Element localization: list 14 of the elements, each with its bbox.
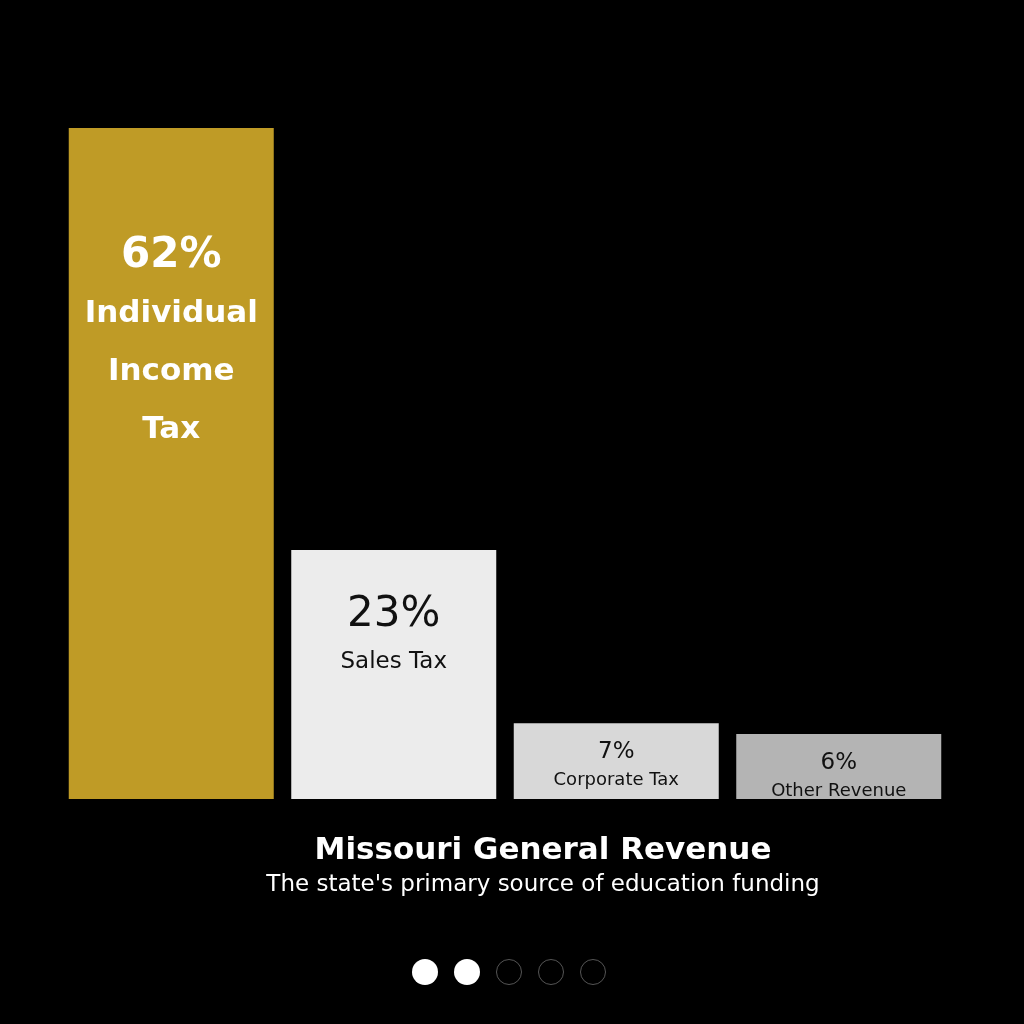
data-label: 6%	[820, 748, 857, 775]
bar	[291, 550, 497, 799]
bar	[736, 734, 942, 799]
data-label: 62%	[120, 227, 222, 277]
bar	[513, 723, 719, 799]
text: The state's primary source of education funding	[265, 869, 820, 896]
data-label: 7%	[598, 737, 635, 764]
x-tick-label: Sales Tax	[340, 647, 447, 674]
bar	[68, 128, 274, 799]
text: Missouri General Revenue	[314, 829, 772, 866]
x-tick-label: Individual Income Tax	[84, 293, 258, 445]
x-tick-label: Other Revenue	[771, 778, 907, 800]
data-label: 23%	[347, 586, 441, 636]
x-tick-label: Corporate Tax	[553, 767, 680, 789]
